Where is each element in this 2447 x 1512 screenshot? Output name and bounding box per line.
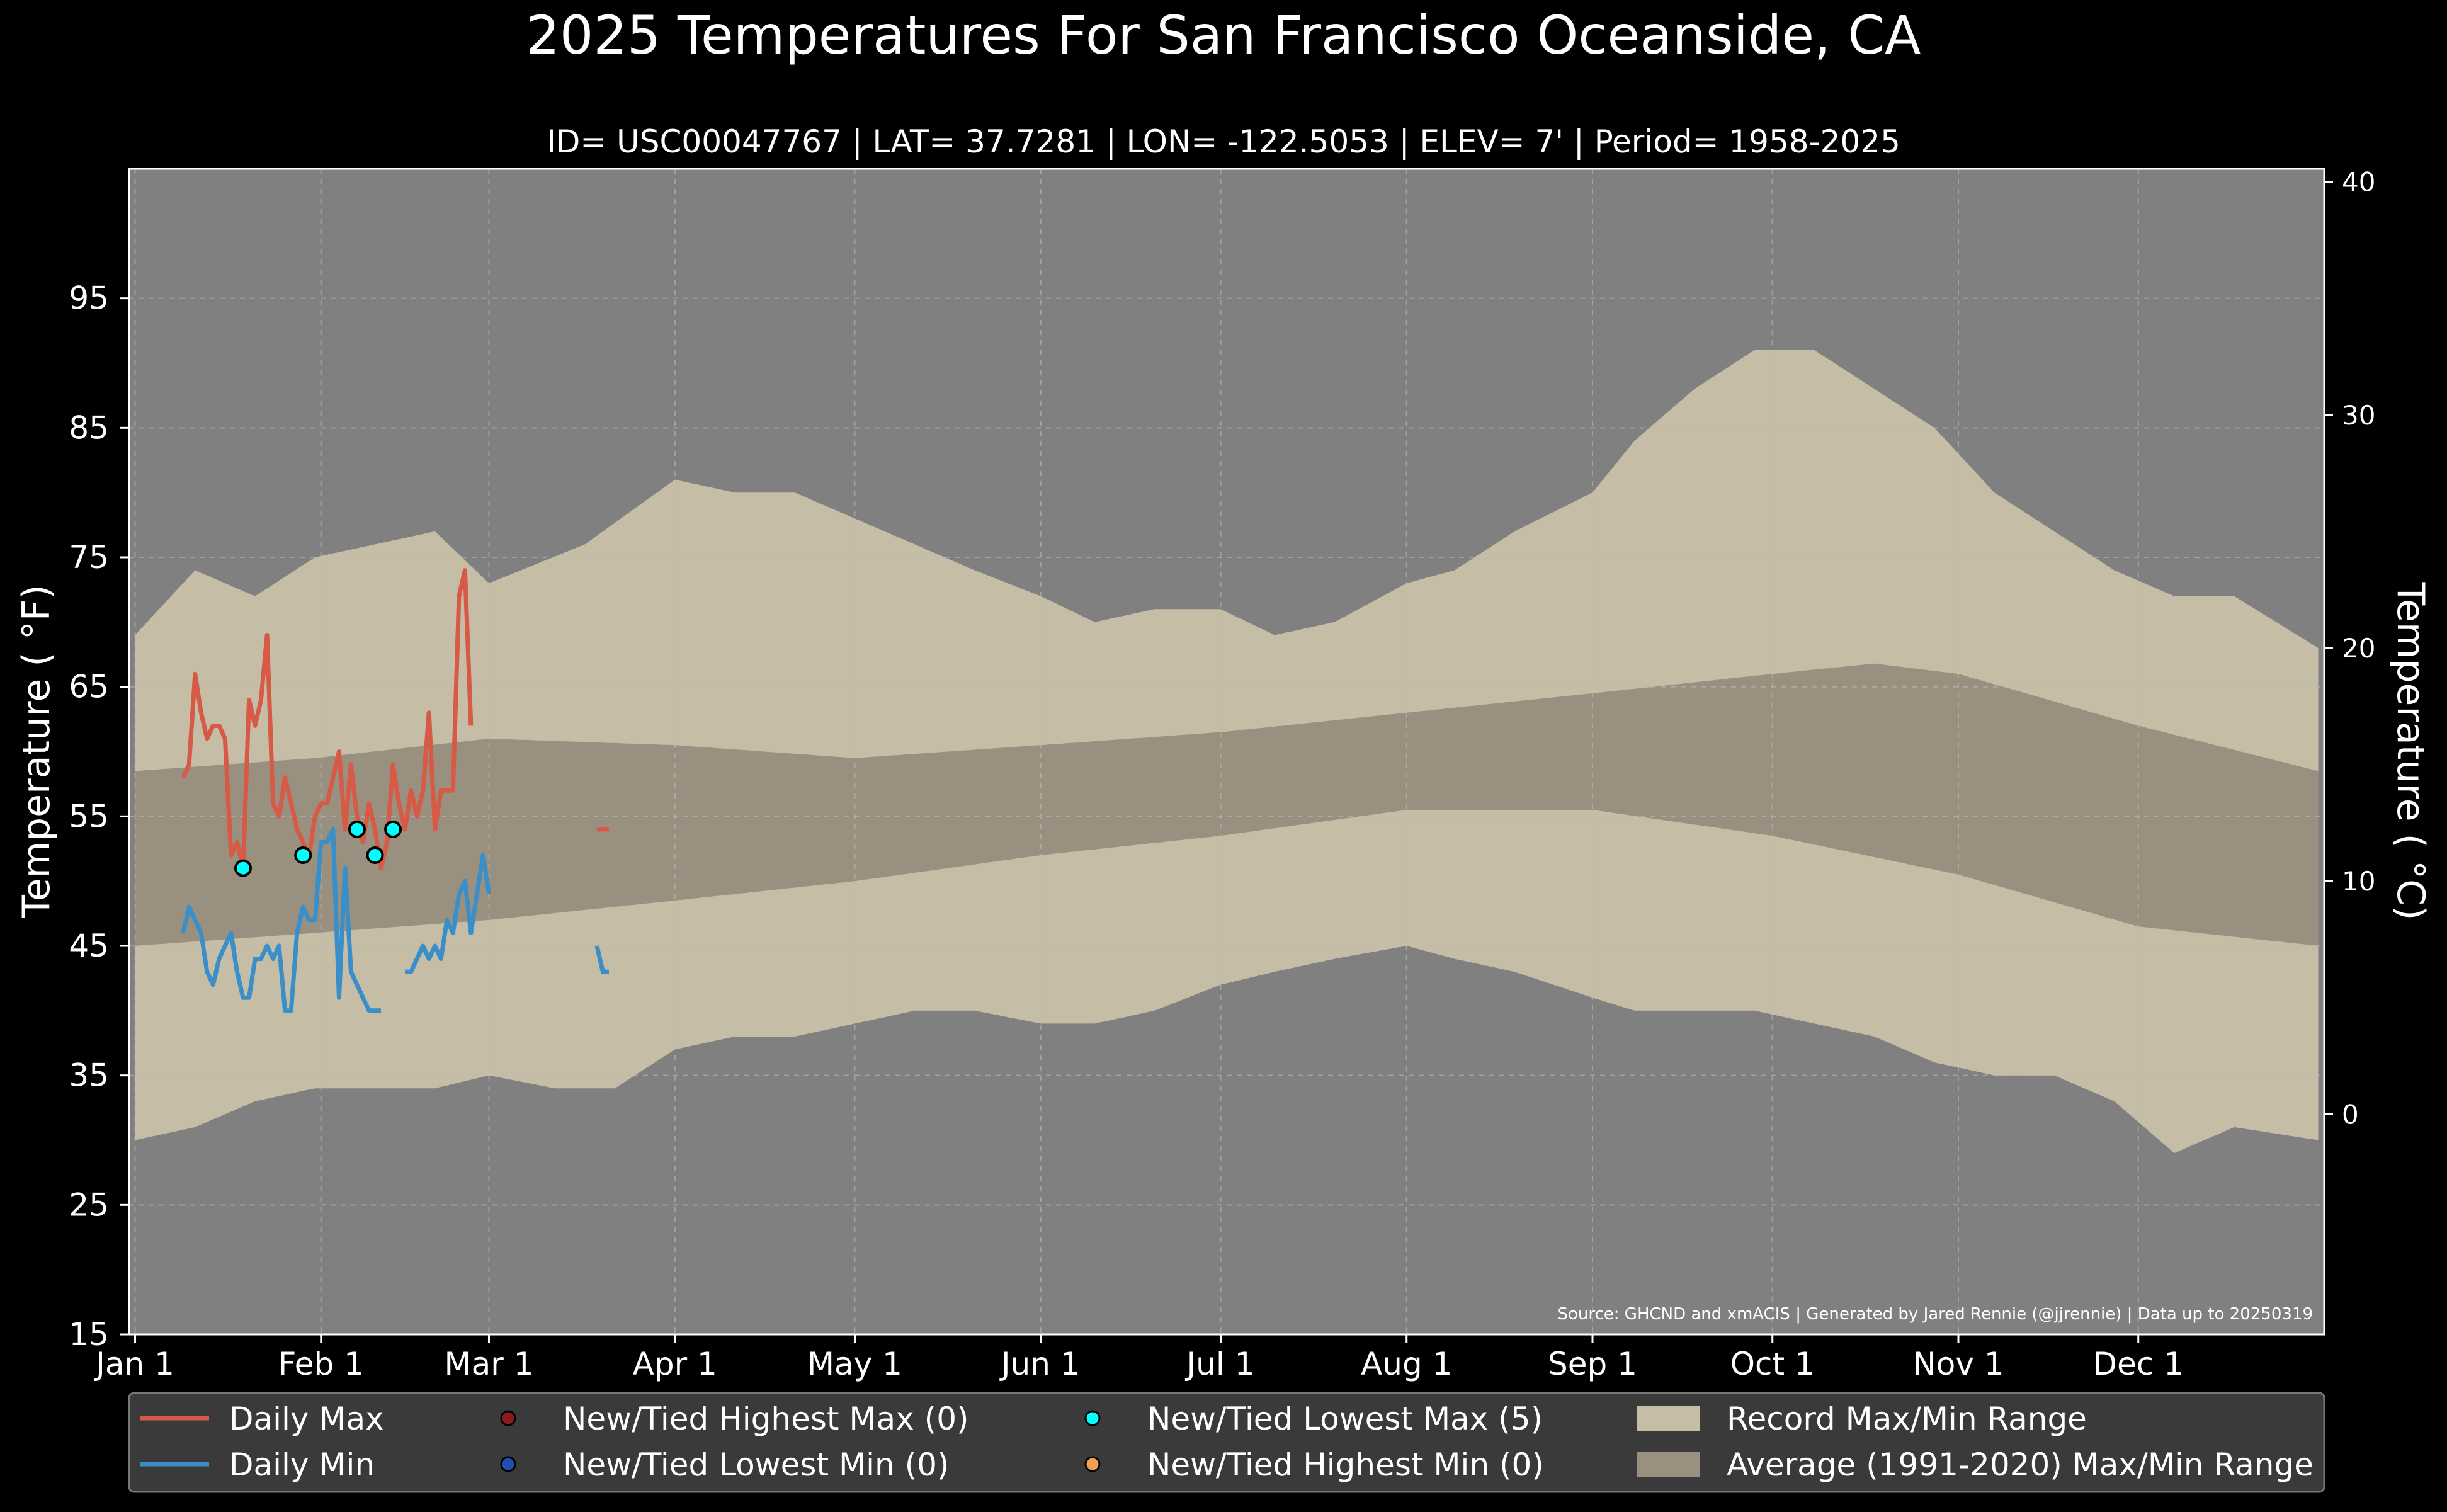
- legend-swatch-marker: [1084, 1456, 1101, 1472]
- x-tick-label: Oct 1: [1730, 1346, 1815, 1382]
- legend-label: New/Tied Highest Max (0): [563, 1401, 969, 1437]
- y-tick-label: 65: [69, 669, 109, 705]
- legend-label: New/Tied Highest Min (0): [1147, 1447, 1544, 1483]
- y-axis-label-left: Temperature ( °F): [14, 584, 59, 919]
- lowest-max-marker: [348, 820, 366, 838]
- series-line: [594, 945, 609, 974]
- y2-tick-label: 40: [2342, 167, 2375, 198]
- plot-frame: [128, 168, 2325, 1336]
- legend-label: New/Tied Lowest Min (0): [563, 1447, 949, 1483]
- x-tick-label: Apr 1: [633, 1346, 717, 1382]
- legend-swatch-marker: [1084, 1410, 1101, 1426]
- legend-swatch-marker: [500, 1456, 516, 1472]
- y-axis-label-right: Temperature ( °C): [2388, 582, 2433, 921]
- y-tick-label: 35: [69, 1057, 109, 1094]
- y-tick-label: 25: [69, 1186, 109, 1223]
- legend: Daily Max Daily Min New/Tied Highest Max (…: [128, 1392, 2325, 1493]
- y2-tick-label: 10: [2342, 866, 2375, 897]
- grid-lines: [129, 169, 2324, 1335]
- y-tick-label: 95: [69, 280, 109, 317]
- y-tick-label: 75: [69, 539, 109, 576]
- y-axis-left: 15 25 35 45 55 65 75 85 95: [69, 280, 129, 1353]
- record-markers: [234, 820, 402, 877]
- legend-box: [128, 1392, 2325, 1493]
- series-line: [181, 827, 491, 1013]
- y2-tick-label: 0: [2342, 1099, 2359, 1130]
- x-tick-label: May 1: [807, 1346, 902, 1382]
- y2-tick-label: 20: [2342, 633, 2375, 664]
- legend-swatch-patch: [1637, 1452, 1700, 1477]
- chart-subtitle: ID= USC00047767 | LAT= 37.7281 | LON= -1…: [547, 123, 1900, 160]
- x-tick-label: Feb 1: [278, 1346, 364, 1382]
- x-tick-label: Sep 1: [1548, 1346, 1637, 1382]
- x-tick-label: Dec 1: [2093, 1346, 2184, 1382]
- lowest-max-marker: [384, 820, 402, 838]
- x-tick-label: Aug 1: [1361, 1346, 1452, 1382]
- x-tick-label: Nov 1: [1912, 1346, 2004, 1382]
- legend-label: Daily Min: [229, 1447, 375, 1483]
- x-axis: Jan 1 Feb 1 Mar 1 Apr 1 May 1 Jun 1 Jul 1 Aug 1…: [94, 1334, 2184, 1382]
- legend-swatch-marker: [500, 1410, 516, 1426]
- legend-label: Daily Max: [229, 1401, 384, 1437]
- source-note: Source: GHCND and xmACIS | Generated by …: [1557, 1305, 2313, 1324]
- lowest-max-marker: [234, 859, 252, 877]
- x-tick-label: Jun 1: [999, 1346, 1081, 1382]
- legend-label: Average (1991-2020) Max/Min Range: [1727, 1447, 2314, 1483]
- y-tick-label: 85: [69, 409, 109, 446]
- series-line: [181, 568, 474, 871]
- series-layer: [181, 568, 609, 1013]
- legend-label: New/Tied Lowest Max (5): [1147, 1401, 1543, 1437]
- x-tick-label: Jan 1: [94, 1346, 174, 1382]
- chart-title: 2025 Temperatures For San Francisco Ocea…: [526, 4, 1921, 66]
- legend-swatch-patch: [1637, 1406, 1700, 1431]
- x-tick-label: Jul 1: [1184, 1346, 1254, 1382]
- plot-area: Source: GHCND and xmACIS | Generated by …: [128, 168, 2325, 1336]
- y2-tick-label: 30: [2342, 400, 2375, 431]
- legend-label: Record Max/Min Range: [1727, 1401, 2087, 1437]
- y-axis-right: 0 10 20 30 40: [2324, 167, 2375, 1130]
- x-tick-label: Mar 1: [444, 1346, 533, 1382]
- y-tick-label: 45: [69, 928, 109, 964]
- lowest-max-marker: [366, 846, 384, 865]
- lowest-max-marker: [294, 846, 312, 865]
- y-tick-label: 55: [69, 798, 109, 834]
- y-tick-label: 15: [69, 1316, 109, 1353]
